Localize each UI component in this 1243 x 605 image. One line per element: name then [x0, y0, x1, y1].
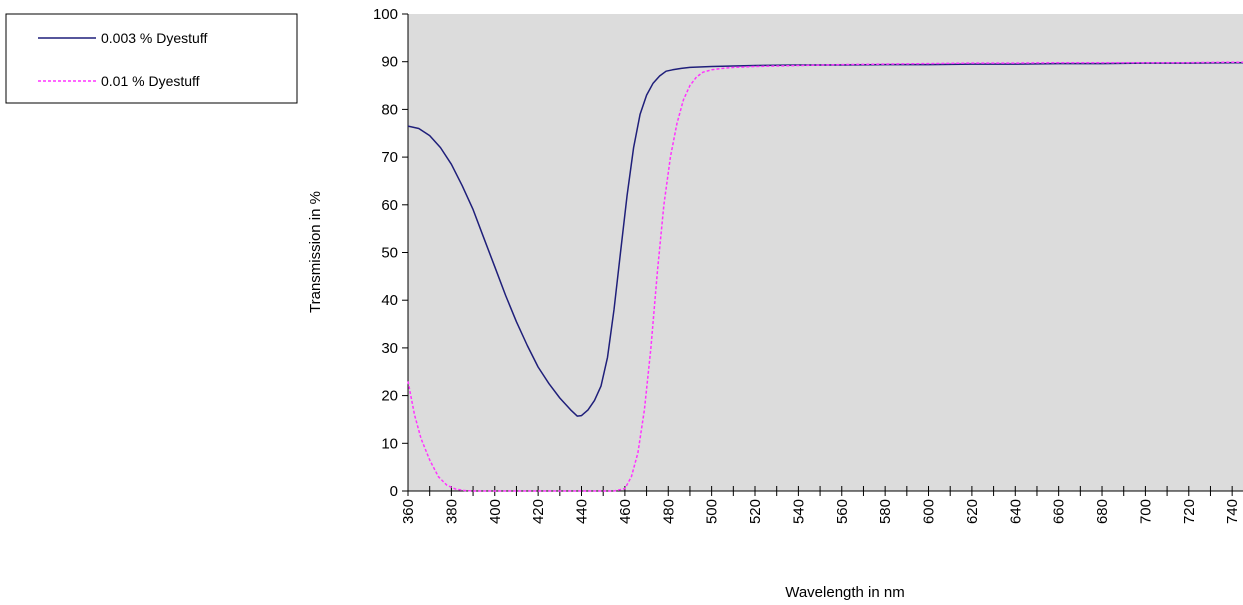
y-tick-label: 70 — [381, 149, 398, 166]
y-tick-label: 0 — [390, 483, 398, 500]
plot-area — [408, 14, 1243, 491]
x-tick-label: 420 — [530, 499, 547, 524]
x-tick-label: 520 — [747, 499, 764, 524]
x-axis-title: Wavelength in nm — [785, 584, 905, 601]
x-tick-label: 440 — [574, 499, 591, 524]
legend-label-series-2: 0.01 % Dyestuff — [101, 73, 200, 89]
legend-label-series-1: 0.003 % Dyestuff — [101, 30, 207, 46]
y-tick-label: 50 — [381, 245, 398, 262]
x-tick-label: 740 — [1224, 499, 1241, 524]
x-tick-label: 480 — [660, 499, 677, 524]
y-tick-label: 80 — [381, 101, 398, 118]
legend-box — [5, 13, 298, 104]
x-tick-label: 600 — [921, 499, 938, 524]
x-tick-label: 640 — [1007, 499, 1024, 524]
x-tick-label: 620 — [964, 499, 981, 524]
x-tick-label: 720 — [1181, 499, 1198, 524]
series-layer — [407, 61, 1243, 492]
y-tick-label: 100 — [373, 6, 398, 23]
x-tick-label: 360 — [400, 499, 417, 524]
y-tick-label: 40 — [381, 292, 398, 309]
series-line-2 — [407, 61, 1243, 492]
x-tick-label: 700 — [1137, 499, 1154, 524]
legend: 0.003 % Dyestuff 0.01 % Dyestuff — [5, 13, 298, 104]
y-tick-label: 10 — [381, 435, 398, 452]
x-tick-label: 380 — [443, 499, 460, 524]
x-tick-label: 540 — [790, 499, 807, 524]
x-tick-label: 680 — [1094, 499, 1111, 524]
series-line-1 — [407, 61, 1243, 417]
x-tick-label: 660 — [1051, 499, 1068, 524]
y-axis: 0 10 20 30 40 50 60 70 80 90 100 — [373, 6, 409, 500]
y-tick-label: 20 — [381, 388, 398, 405]
y-tick-label: 90 — [381, 54, 398, 71]
y-axis-title: Transmission in % — [307, 191, 324, 313]
x-tick-label: 560 — [834, 499, 851, 524]
x-tick-label: 580 — [877, 499, 894, 524]
y-tick-label: 60 — [381, 197, 398, 214]
x-tick-label: 400 — [487, 499, 504, 524]
y-tick-label: 30 — [381, 340, 398, 357]
x-tick-label: 460 — [617, 499, 634, 524]
x-tick-label: 500 — [704, 499, 721, 524]
x-axis: 360 380 400 420 440 460 480 500 520 540 560 580 600 6… — [400, 486, 1243, 524]
